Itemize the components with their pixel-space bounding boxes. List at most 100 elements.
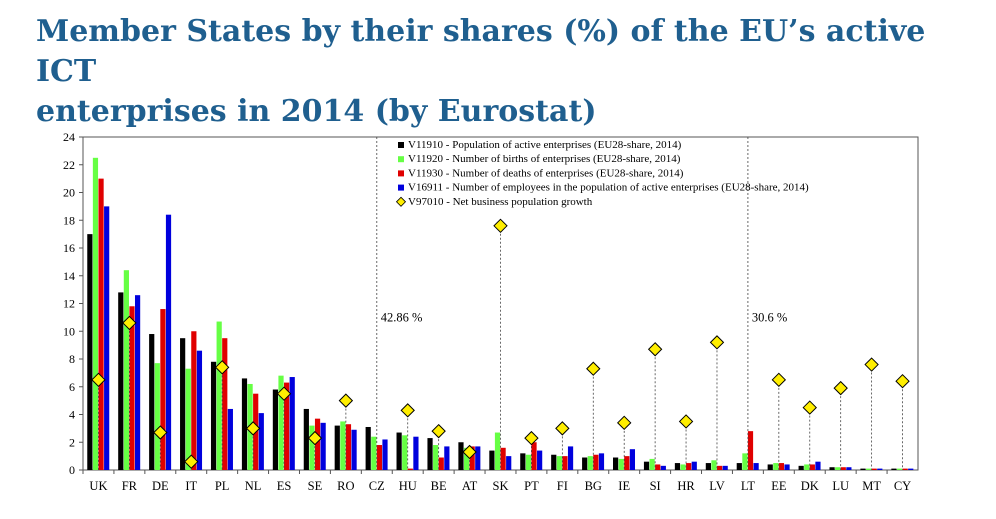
bar-lv-s4 bbox=[722, 465, 728, 470]
bar-dk-s3 bbox=[809, 464, 815, 470]
bar-at-s4 bbox=[475, 446, 481, 470]
bar-cy-s2 bbox=[896, 468, 903, 470]
legend-label-4: V16911 - Number of employees in the popu… bbox=[408, 182, 809, 194]
y-tick-label-6: 6 bbox=[69, 380, 75, 394]
legend-label-1: V11910 - Population of active enterprise… bbox=[408, 139, 682, 151]
marker-fi bbox=[555, 421, 570, 436]
marker-pt bbox=[524, 430, 539, 446]
bar-lv-s2 bbox=[711, 460, 717, 470]
slide-title-line-2: enterprises in 2014 (by Eurostat) bbox=[36, 94, 597, 129]
x-tick-label-hu: HU bbox=[399, 479, 417, 493]
bar-mt-s1 bbox=[860, 468, 866, 470]
x-tick-label-fr: FR bbox=[122, 479, 138, 493]
bar-fi-s2 bbox=[556, 456, 562, 470]
x-tick-label-be: BE bbox=[431, 479, 447, 493]
bar-ie-s1 bbox=[613, 457, 619, 470]
bar-de-s3 bbox=[160, 309, 166, 470]
bar-ie-s4 bbox=[629, 449, 636, 470]
x-tick-label-lt: LT bbox=[741, 479, 755, 493]
x-tick-label-it: IT bbox=[185, 479, 197, 493]
bar-fr-s3 bbox=[129, 306, 135, 470]
y-tick-label-10: 10 bbox=[63, 324, 75, 338]
bar-at-s2 bbox=[463, 447, 470, 470]
bar-be-s4 bbox=[444, 446, 450, 470]
bar-bg-s4 bbox=[598, 453, 605, 470]
bar-hu-s4 bbox=[413, 436, 419, 470]
bar-nl-s4 bbox=[258, 413, 264, 470]
legend-swatch-4 bbox=[398, 184, 404, 191]
bar-si-s4 bbox=[660, 465, 666, 470]
annotation-label-lt: 30.6 % bbox=[752, 311, 787, 325]
x-tick-label-lv: LV bbox=[709, 479, 725, 493]
bar-pl-s3 bbox=[222, 338, 228, 470]
marker-sk bbox=[493, 218, 508, 234]
marker-uk bbox=[91, 372, 106, 388]
marker-ro bbox=[338, 393, 354, 408]
x-tick-label-si: SI bbox=[650, 479, 661, 493]
slide-title-line-1: Member States by their shares (%) of the… bbox=[36, 14, 926, 89]
x-tick-label-de: DE bbox=[152, 479, 169, 493]
bar-se-s3 bbox=[314, 418, 321, 470]
bar-pl-s2 bbox=[216, 321, 222, 470]
bar-fr-s4 bbox=[134, 295, 141, 470]
bar-ie-s2 bbox=[618, 458, 624, 470]
bar-lt-s2 bbox=[742, 453, 748, 470]
bar-uk-s4 bbox=[104, 206, 110, 470]
bar-ie-s3 bbox=[624, 456, 630, 470]
legend-label-5: V97010 - Net business population growth bbox=[408, 196, 593, 208]
bar-it-s4 bbox=[196, 350, 203, 470]
x-tick-label-fi: FI bbox=[557, 479, 568, 493]
marker-mt bbox=[864, 357, 879, 372]
marker-at bbox=[462, 444, 477, 460]
bar-de-s2 bbox=[154, 363, 160, 470]
x-tick-label-ee: EE bbox=[771, 479, 787, 493]
marker-ie bbox=[616, 415, 632, 431]
bar-mt-s2 bbox=[866, 468, 872, 470]
marker-nl bbox=[245, 421, 261, 436]
bar-fr-s2 bbox=[123, 270, 129, 470]
bar-es-s2 bbox=[278, 375, 284, 470]
bar-cz-s4 bbox=[382, 439, 388, 470]
bar-dk-s4 bbox=[815, 461, 821, 470]
annotation-label-cz: 42.86 % bbox=[381, 311, 423, 325]
bar-dk-s1 bbox=[798, 465, 804, 470]
legend-swatch-3 bbox=[398, 170, 404, 177]
bar-lu-s4 bbox=[846, 467, 852, 470]
bar-hr-s3 bbox=[686, 463, 692, 470]
bar-lv-s3 bbox=[716, 465, 723, 470]
bar-lt-s4 bbox=[753, 463, 759, 470]
x-tick-label-nl: NL bbox=[245, 479, 262, 493]
bar-cy-s1 bbox=[891, 468, 897, 470]
bar-ee-s3 bbox=[778, 463, 785, 470]
legend-label-2: V11920 - Number of births of enterprises… bbox=[408, 153, 681, 165]
x-tick-label-ie: IE bbox=[618, 479, 630, 493]
y-tick-label-8: 8 bbox=[69, 352, 75, 366]
bar-lu-s3 bbox=[840, 467, 846, 470]
bar-cy-s4 bbox=[908, 468, 914, 470]
bar-hr-s2 bbox=[680, 464, 686, 470]
x-tick-label-es: ES bbox=[277, 479, 292, 493]
bar-uk-s1 bbox=[87, 234, 93, 470]
bar-ee-s4 bbox=[784, 464, 790, 470]
bar-mt-s4 bbox=[877, 468, 883, 470]
y-tick-label-22: 22 bbox=[63, 158, 75, 172]
bar-mt-s3 bbox=[871, 468, 877, 470]
bar-cz-s3 bbox=[376, 445, 382, 470]
x-tick-label-ro: RO bbox=[337, 479, 354, 493]
bar-sk-s3 bbox=[500, 447, 506, 470]
marker-cy bbox=[895, 373, 910, 389]
legend-label-3: V11930 - Number of deaths of enterprises… bbox=[408, 167, 684, 179]
bar-ee-s2 bbox=[773, 463, 779, 470]
legend-swatch-1 bbox=[398, 142, 404, 148]
bar-se-s1 bbox=[303, 408, 309, 470]
bar-fi-s4 bbox=[567, 446, 574, 470]
bar-se-s4 bbox=[320, 422, 326, 470]
bar-sk-s1 bbox=[489, 450, 495, 470]
bar-lu-s2 bbox=[835, 467, 841, 470]
bar-fr-s1 bbox=[118, 292, 124, 470]
y-tick-label-16: 16 bbox=[63, 241, 75, 255]
bar-si-s2 bbox=[649, 458, 655, 470]
x-tick-label-at: AT bbox=[462, 479, 478, 493]
